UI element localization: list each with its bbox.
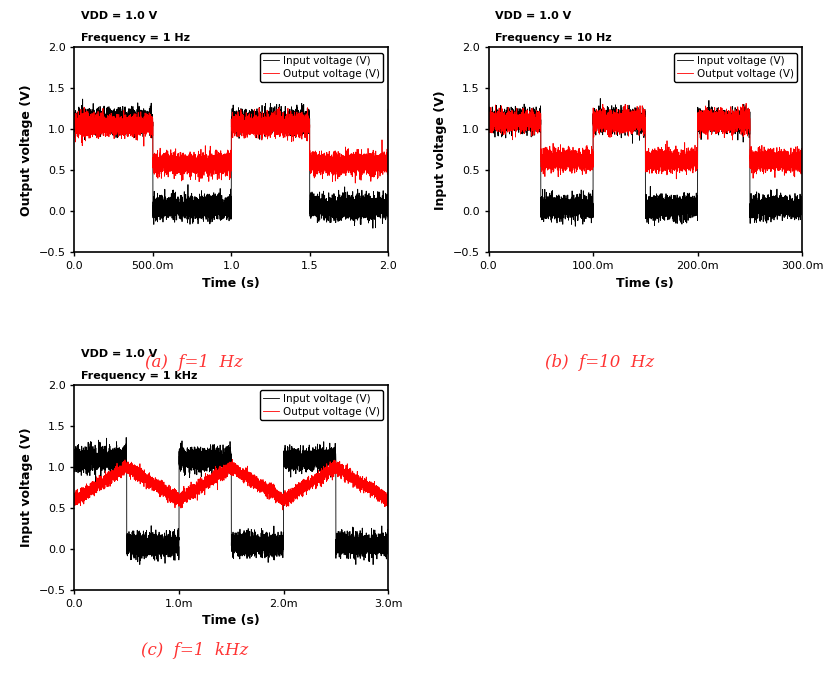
Input voltage (V) [302, 449, 312, 457]
Input voltage (V) [69, 114, 79, 122]
Input voltage (V) [302, 121, 312, 129]
Legend: Input voltage (V), Output voltage (V): Input voltage (V), Output voltage (V) [260, 53, 383, 82]
Text: Frequency = 1 kHz: Frequency = 1 kHz [81, 371, 197, 381]
Output voltage (V) [733, 120, 743, 128]
Input voltage (V) [318, 456, 328, 464]
Input voltage (V) [318, 214, 328, 222]
Output voltage (V) [227, 456, 237, 464]
Output voltage (V) [183, 167, 193, 176]
Input voltage (V) [597, 117, 607, 125]
Input voltage (V) [595, 94, 605, 102]
Output voltage (V) [351, 179, 361, 187]
Text: VDD = 1.0 V: VDD = 1.0 V [495, 11, 571, 21]
Output voltage (V) [269, 124, 279, 132]
Output voltage (V) [484, 121, 494, 129]
Input voltage (V) [669, 204, 679, 212]
Text: (b)  f=10  Hz: (b) f=10 Hz [545, 354, 654, 372]
Output voltage (V) [716, 119, 726, 127]
Output voltage (V) [383, 118, 393, 126]
Output voltage (V) [597, 122, 607, 130]
X-axis label: Time (s): Time (s) [616, 277, 674, 290]
Line: Input voltage (V): Input voltage (V) [489, 98, 802, 226]
Output voltage (V) [683, 154, 693, 162]
Text: (a)  f=1  Hz: (a) f=1 Hz [146, 354, 243, 372]
Input voltage (V) [733, 111, 743, 119]
Output voltage (V) [275, 103, 284, 111]
Output voltage (V) [383, 502, 393, 510]
Text: VDD = 1.0 V: VDD = 1.0 V [81, 348, 157, 359]
Output voltage (V) [255, 482, 265, 490]
Output voltage (V) [69, 121, 79, 129]
Input voltage (V) [484, 112, 494, 120]
Output voltage (V) [319, 466, 329, 474]
Input voltage (V) [716, 111, 726, 119]
X-axis label: Time (s): Time (s) [203, 614, 261, 627]
Input voltage (V) [255, 545, 265, 553]
Output voltage (V) [797, 153, 807, 161]
Output voltage (V) [302, 131, 312, 139]
Input voltage (V) [269, 548, 279, 556]
Output voltage (V) [85, 118, 95, 126]
Input voltage (V) [69, 451, 79, 459]
Input voltage (V) [368, 224, 378, 233]
Text: Frequency = 1 Hz: Frequency = 1 Hz [81, 33, 189, 43]
Legend: Input voltage (V), Output voltage (V): Input voltage (V), Output voltage (V) [260, 391, 383, 420]
Legend: Input voltage (V), Output voltage (V): Input voltage (V), Output voltage (V) [674, 53, 797, 82]
Input voltage (V) [683, 201, 693, 210]
X-axis label: Time (s): Time (s) [203, 277, 261, 290]
Output voltage (V) [318, 163, 328, 172]
Output voltage (V) [669, 155, 679, 163]
Line: Output voltage (V): Output voltage (V) [74, 460, 388, 510]
Input voltage (V) [78, 95, 88, 103]
Input voltage (V) [85, 454, 95, 462]
Input voltage (V) [797, 200, 807, 208]
Text: (c)  f=1  kHz: (c) f=1 kHz [141, 642, 248, 660]
Line: Output voltage (V): Output voltage (V) [74, 107, 388, 183]
Input voltage (V) [85, 117, 95, 125]
Output voltage (V) [69, 497, 79, 505]
Y-axis label: Input voltage (V): Input voltage (V) [434, 90, 447, 210]
Output voltage (V) [183, 494, 193, 502]
Input voltage (V) [383, 453, 393, 461]
Input voltage (V) [122, 433, 131, 441]
Input voltage (V) [368, 561, 378, 569]
Input voltage (V) [183, 193, 193, 201]
Input voltage (V) [383, 105, 393, 113]
Input voltage (V) [255, 115, 265, 123]
Output voltage (V) [672, 175, 681, 183]
Input voltage (V) [571, 222, 581, 231]
Line: Input voltage (V): Input voltage (V) [74, 99, 388, 228]
Input voltage (V) [500, 112, 509, 120]
Output voltage (V) [85, 479, 95, 487]
Line: Input voltage (V): Input voltage (V) [74, 437, 388, 565]
Output voltage (V) [302, 483, 312, 491]
Output voltage (V) [500, 108, 509, 117]
Output voltage (V) [255, 111, 265, 119]
Output voltage (V) [278, 506, 288, 514]
Output voltage (V) [741, 99, 751, 107]
Line: Output voltage (V): Output voltage (V) [489, 103, 802, 179]
Input voltage (V) [183, 460, 193, 468]
Y-axis label: Output voltage (V): Output voltage (V) [20, 84, 33, 216]
Input voltage (V) [269, 123, 279, 132]
Text: VDD = 1.0 V: VDD = 1.0 V [81, 11, 157, 21]
Output voltage (V) [269, 481, 279, 490]
Text: Frequency = 10 Hz: Frequency = 10 Hz [495, 33, 611, 43]
Y-axis label: Input voltage (V): Input voltage (V) [20, 428, 33, 547]
